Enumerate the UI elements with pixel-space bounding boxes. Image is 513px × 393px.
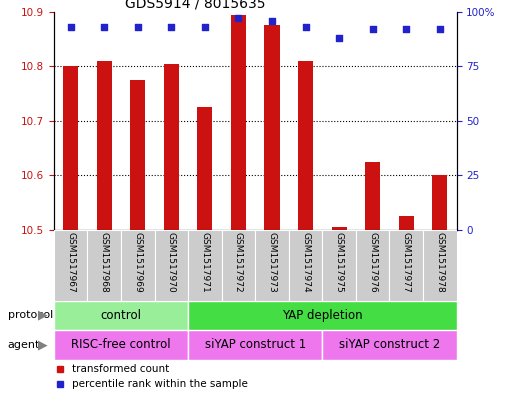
Text: GSM1517971: GSM1517971 [201, 232, 209, 293]
Text: GSM1517977: GSM1517977 [402, 232, 411, 293]
Point [201, 24, 209, 30]
Text: GSM1517970: GSM1517970 [167, 232, 176, 293]
Bar [96, 61, 112, 230]
Text: protocol: protocol [8, 310, 53, 320]
Bar [389, 230, 423, 301]
Bar [63, 66, 78, 230]
Text: ▶: ▶ [38, 338, 47, 351]
Bar [399, 216, 414, 230]
Point [302, 24, 310, 30]
Bar [188, 230, 222, 301]
Text: GSM1517967: GSM1517967 [66, 232, 75, 293]
Bar [231, 15, 246, 230]
Text: GSM1517969: GSM1517969 [133, 232, 142, 293]
Bar [54, 301, 188, 330]
Text: YAP depletion: YAP depletion [282, 309, 363, 322]
Text: ▶: ▶ [38, 309, 47, 322]
Text: control: control [101, 309, 142, 322]
Point [402, 26, 410, 32]
Point [100, 24, 108, 30]
Bar [222, 230, 255, 301]
Bar [121, 230, 154, 301]
Point [134, 24, 142, 30]
Bar [356, 230, 389, 301]
Bar [188, 330, 322, 360]
Bar [298, 61, 313, 230]
Point [234, 15, 243, 22]
Point [268, 17, 276, 24]
Text: GSM1517976: GSM1517976 [368, 232, 377, 293]
Bar [322, 330, 457, 360]
Text: agent: agent [8, 340, 40, 350]
Bar [255, 230, 289, 301]
Text: transformed count: transformed count [72, 364, 169, 374]
Bar [54, 230, 87, 301]
Bar [198, 107, 212, 230]
Text: GSM1517975: GSM1517975 [334, 232, 344, 293]
Bar [164, 64, 179, 230]
Bar [264, 26, 280, 230]
Text: siYAP construct 2: siYAP construct 2 [339, 338, 440, 351]
Bar [154, 230, 188, 301]
Point [167, 24, 175, 30]
Bar [188, 301, 457, 330]
Bar [432, 175, 447, 230]
Text: GSM1517973: GSM1517973 [267, 232, 277, 293]
Text: RISC-free control: RISC-free control [71, 338, 171, 351]
Point [335, 35, 343, 41]
Text: percentile rank within the sample: percentile rank within the sample [72, 378, 248, 389]
Text: GSM1517974: GSM1517974 [301, 232, 310, 293]
Bar [331, 227, 347, 230]
Bar [130, 80, 145, 230]
Bar [322, 230, 356, 301]
Bar [289, 230, 322, 301]
Point [368, 26, 377, 32]
Text: GSM1517972: GSM1517972 [234, 232, 243, 293]
Text: GSM1517968: GSM1517968 [100, 232, 109, 293]
Bar [365, 162, 380, 230]
Bar [423, 230, 457, 301]
Text: GSM1517978: GSM1517978 [436, 232, 444, 293]
Title: GDS5914 / 8015635: GDS5914 / 8015635 [125, 0, 265, 11]
Bar [87, 230, 121, 301]
Text: siYAP construct 1: siYAP construct 1 [205, 338, 306, 351]
Point [436, 26, 444, 32]
Bar [54, 330, 188, 360]
Point [67, 24, 75, 30]
